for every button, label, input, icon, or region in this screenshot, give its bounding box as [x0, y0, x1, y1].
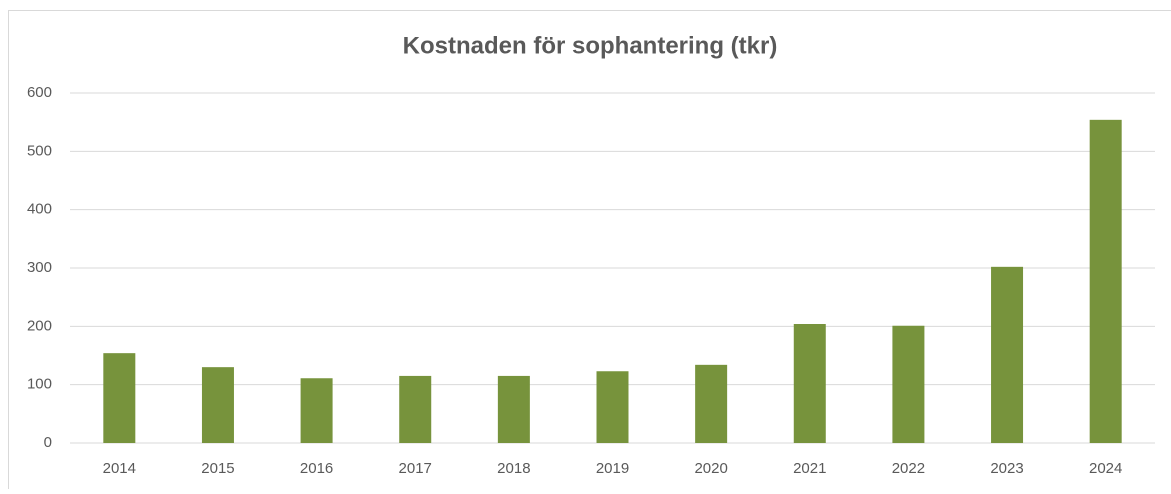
x-tick-label: 2020	[694, 460, 727, 477]
bar	[399, 376, 431, 443]
bar	[695, 365, 727, 443]
y-tick-label: 300	[27, 259, 52, 276]
y-tick-label: 200	[27, 317, 52, 334]
bar	[301, 378, 333, 443]
x-tick-label: 2018	[497, 460, 530, 477]
y-tick-label: 600	[27, 84, 52, 101]
bar	[103, 353, 135, 443]
y-tick-label: 400	[27, 201, 52, 218]
y-tick-label: 500	[27, 142, 52, 159]
x-tick-label: 2016	[300, 460, 333, 477]
x-tick-label: 2014	[103, 460, 136, 477]
bar	[892, 326, 924, 443]
bar	[794, 324, 826, 443]
y-tick-label: 100	[27, 376, 52, 393]
x-tick-label: 2017	[399, 460, 432, 477]
bar	[498, 376, 530, 443]
x-tick-label: 2019	[596, 460, 629, 477]
bar	[991, 267, 1023, 443]
x-tick-label: 2022	[892, 460, 925, 477]
x-tick-label: 2021	[793, 460, 826, 477]
bar	[1090, 120, 1122, 443]
x-tick-label: 2015	[201, 460, 234, 477]
y-tick-label: 0	[44, 434, 52, 451]
bar	[202, 367, 234, 443]
chart-title: Kostnaden för sophantering (tkr)	[403, 32, 778, 59]
bar	[597, 371, 629, 443]
x-tick-label: 2024	[1089, 460, 1122, 477]
x-tick-label: 2023	[990, 460, 1023, 477]
